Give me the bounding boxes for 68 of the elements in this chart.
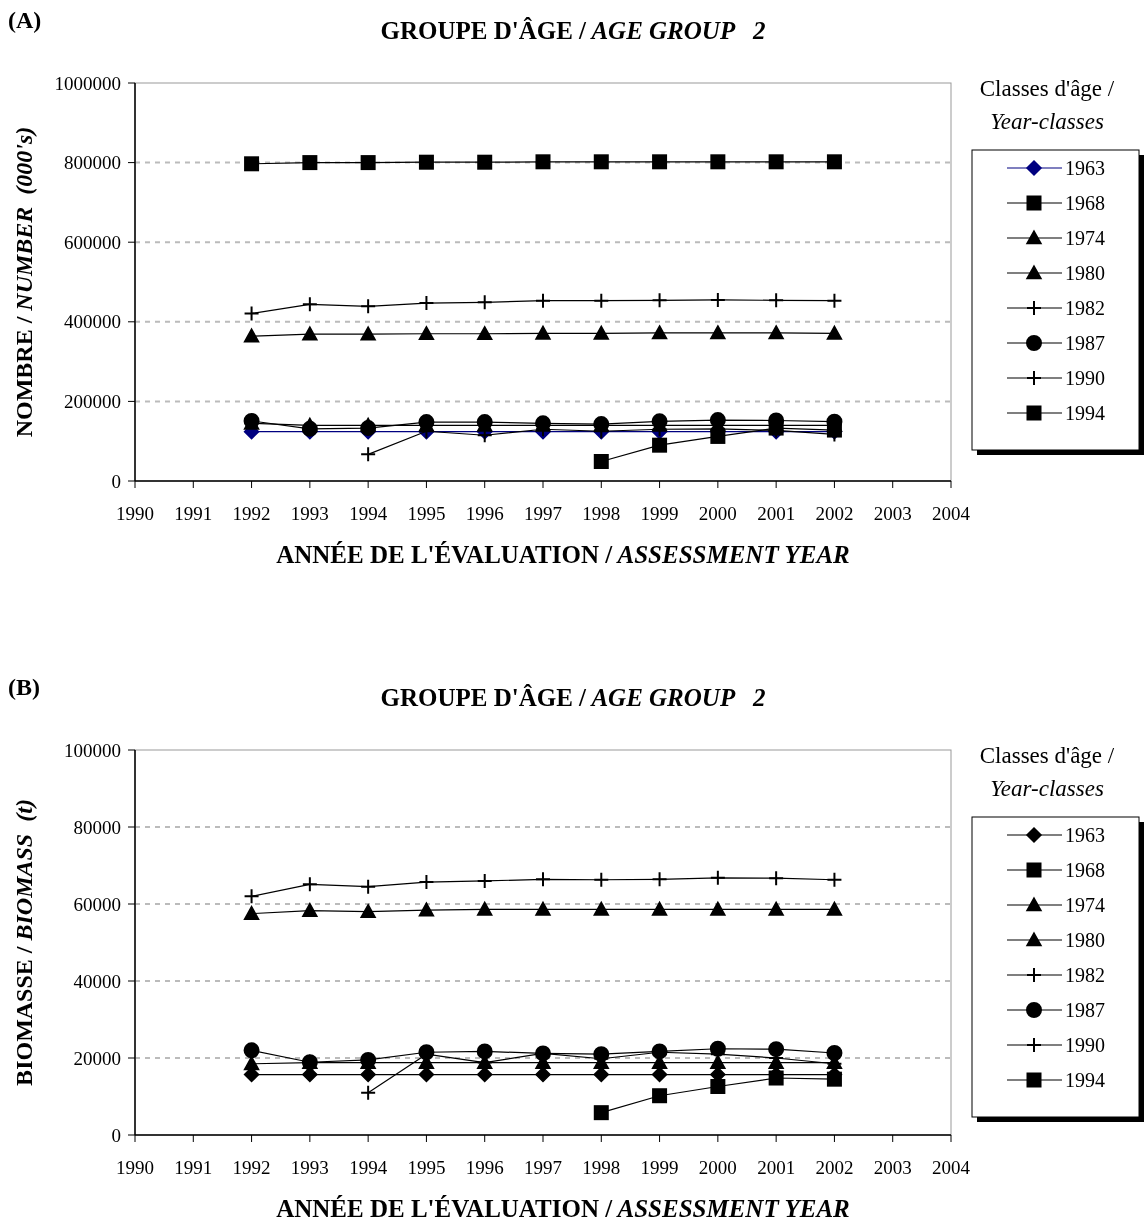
- x-tick-label: 1997: [524, 503, 562, 524]
- legend-label: 1987: [1065, 332, 1105, 354]
- y-tick-label: 20000: [73, 1047, 121, 1069]
- y-axis-title: NOMBRE / NUMBER (000's): [11, 126, 37, 438]
- legend-title: Classes d'âge / Year-classes: [979, 76, 1115, 134]
- x-tick-label: 2003: [873, 503, 912, 524]
- y-tick-label: 0: [111, 470, 121, 492]
- legend-label: 1968: [1065, 859, 1105, 881]
- legend-label: 1982: [1065, 964, 1105, 986]
- y-tick-label: 100000: [64, 739, 121, 761]
- x-tick-label: 2002: [815, 503, 854, 524]
- x-tick-label: 2001: [757, 503, 796, 524]
- x-tick-label: 1996: [465, 503, 504, 524]
- chart-title: GROUPE D'ÂGE / AGE GROUP 2: [380, 684, 766, 711]
- x-tick-label: 1999: [640, 1157, 679, 1178]
- x-tick-label: 1994: [349, 1157, 388, 1178]
- x-tick-label: 1995: [407, 1157, 446, 1178]
- legend-title: Classes d'âge / Year-classes: [979, 743, 1115, 801]
- y-tick-label: 400000: [64, 311, 121, 333]
- x-tick-label: 1995: [407, 503, 446, 524]
- legend-label: 1990: [1065, 367, 1105, 389]
- chart-title: GROUPE D'ÂGE / AGE GROUP 2: [380, 17, 766, 44]
- y-tick-label: 0: [111, 1124, 121, 1146]
- x-tick-label: 1993: [290, 503, 329, 524]
- y-tick-label: 40000: [73, 970, 121, 992]
- legend-label: 1963: [1065, 824, 1105, 846]
- legend-label: 1974: [1065, 894, 1105, 916]
- legend-label: 1987: [1065, 999, 1105, 1021]
- legend-label: 1994: [1065, 1069, 1105, 1091]
- y-tick-label: 80000: [73, 816, 121, 838]
- x-tick-label: 2004: [932, 503, 971, 524]
- x-axis-title: ANNÉE DE L'ÉVALUATION / ASSESSMENT YEAR: [276, 541, 850, 568]
- y-axis-title: BIOMASSE / BIOMASS (t): [11, 799, 37, 1086]
- x-tick-label: 1990: [116, 503, 154, 524]
- x-tick-label: 1997: [524, 1157, 562, 1178]
- legend-label: 1994: [1065, 402, 1105, 424]
- x-tick-label: 2004: [932, 1157, 971, 1178]
- x-tick-label: 2000: [698, 503, 737, 524]
- legend-label: 1963: [1065, 157, 1105, 179]
- y-tick-label: 1000000: [54, 72, 121, 94]
- legend-label: 1968: [1065, 192, 1105, 214]
- x-tick-label: 1992: [232, 1157, 271, 1178]
- x-axis-title: ANNÉE DE L'ÉVALUATION / ASSESSMENT YEAR: [276, 1195, 850, 1222]
- x-tick-label: 1991: [174, 503, 213, 524]
- y-tick-label: 600000: [64, 231, 121, 253]
- legend-label: 1990: [1065, 1034, 1105, 1056]
- text: (A): [8, 7, 42, 33]
- x-tick-label: 1994: [349, 503, 388, 524]
- x-tick-label: 2002: [815, 1157, 854, 1178]
- x-tick-label: 1992: [232, 503, 271, 524]
- y-tick-label: 800000: [64, 152, 121, 174]
- x-tick-label: 1998: [582, 503, 621, 524]
- x-tick-label: 1998: [582, 1157, 621, 1178]
- x-tick-label: 2003: [873, 1157, 912, 1178]
- x-tick-label: 1990: [116, 1157, 154, 1178]
- text: (B): [8, 674, 40, 700]
- x-tick-label: 1993: [290, 1157, 329, 1178]
- legend-label: 1982: [1065, 297, 1105, 319]
- x-tick-label: 1996: [465, 1157, 504, 1178]
- legend-label: 1974: [1065, 227, 1105, 249]
- legend-label: 1980: [1065, 262, 1105, 284]
- y-tick-label: 60000: [73, 893, 121, 915]
- x-tick-label: 2001: [757, 1157, 796, 1178]
- y-tick-label: 200000: [64, 391, 121, 413]
- x-tick-label: 1999: [640, 503, 679, 524]
- legend-label: 1980: [1065, 929, 1105, 951]
- x-tick-label: 1991: [174, 1157, 213, 1178]
- x-tick-label: 2000: [698, 1157, 737, 1178]
